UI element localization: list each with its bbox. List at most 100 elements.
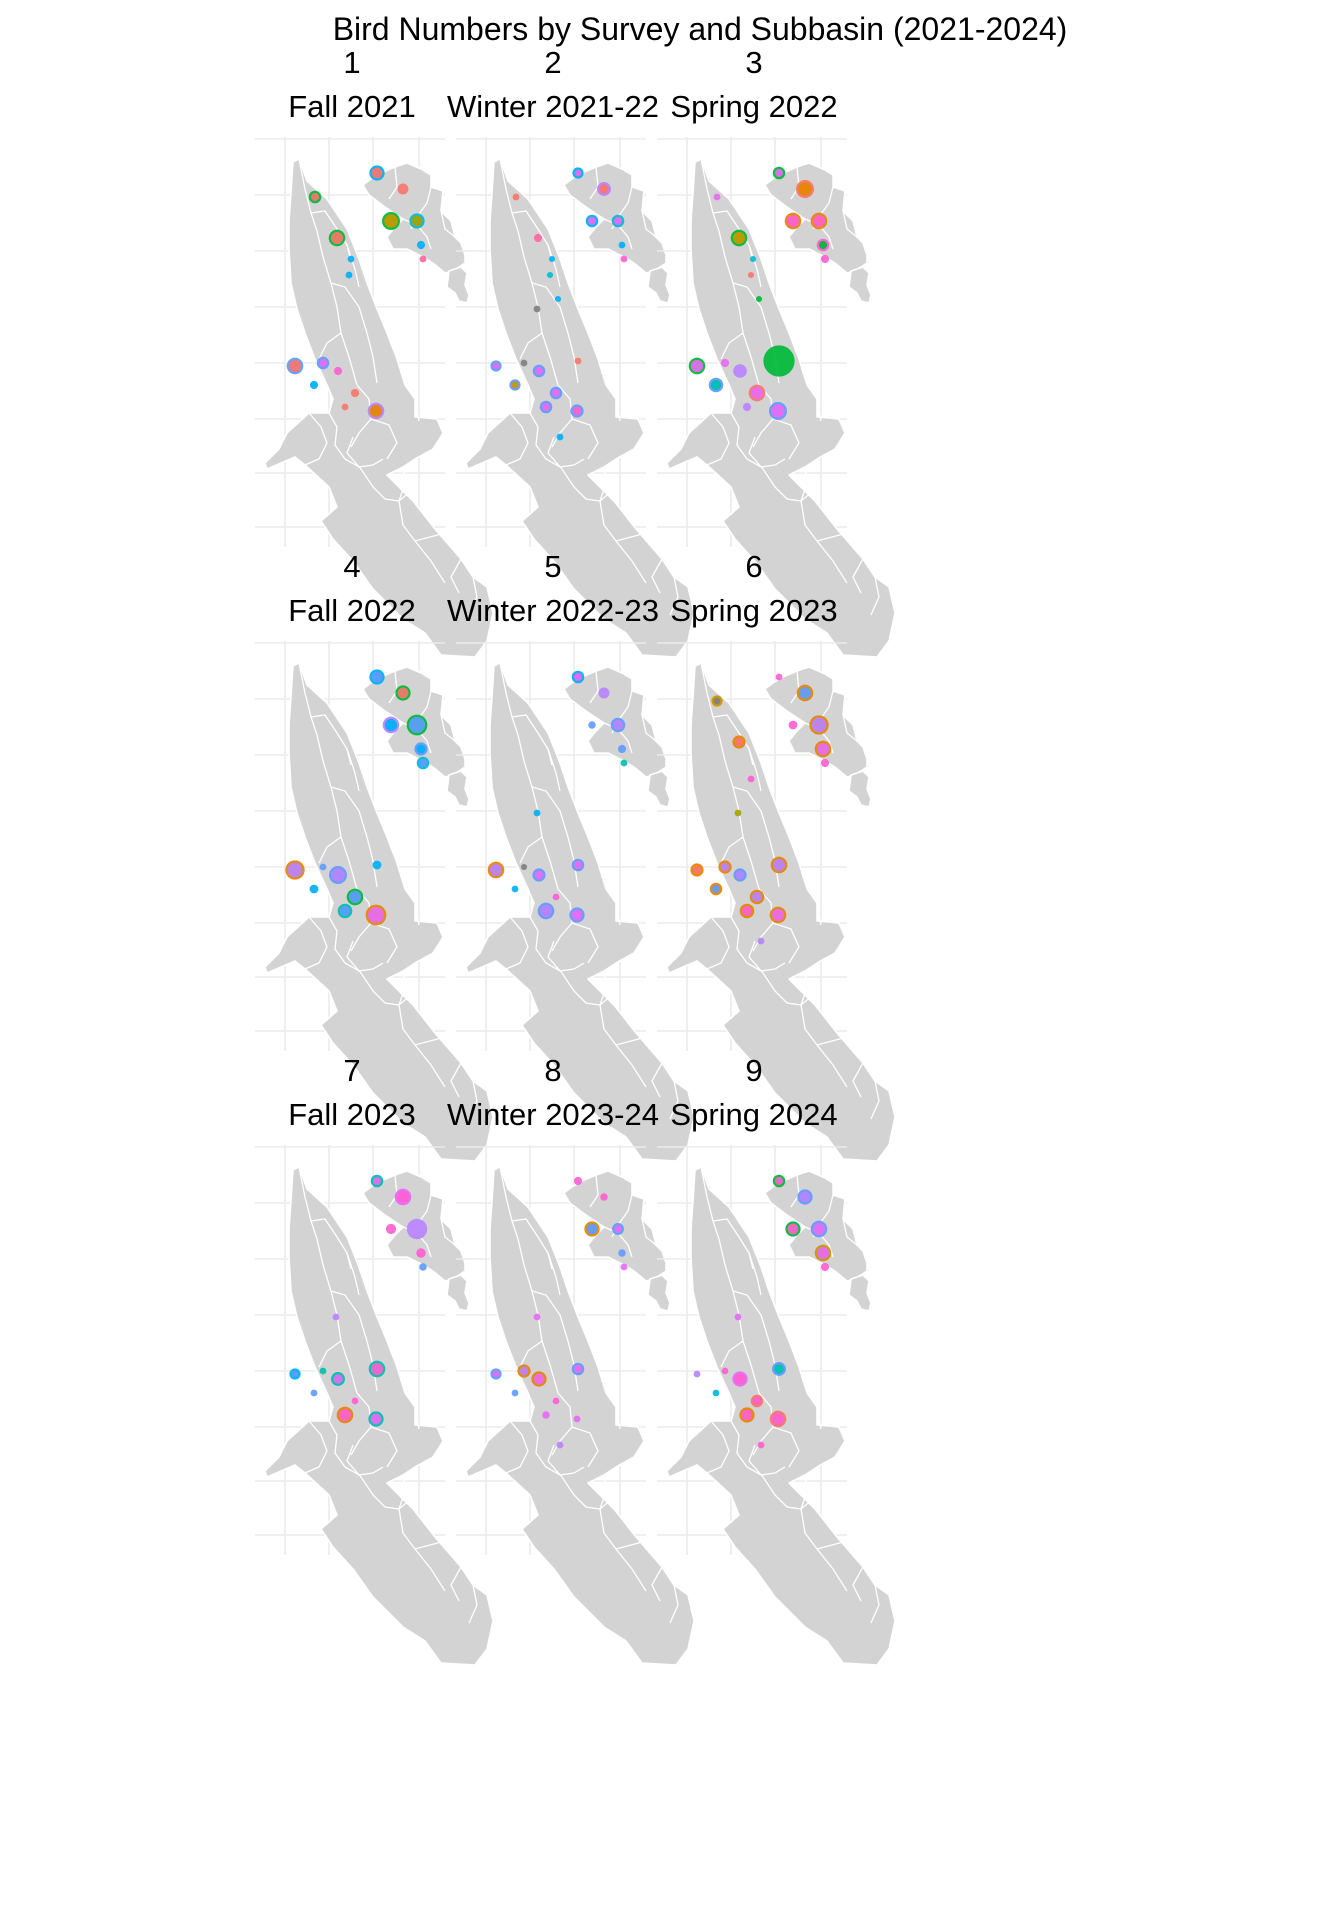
bird-count-point: [397, 183, 409, 195]
bird-count-point: [620, 1263, 628, 1271]
subbasin-boundary: [388, 166, 398, 200]
bird-count-point: [709, 882, 723, 896]
point-core: [693, 1370, 701, 1378]
point-core: [812, 214, 826, 228]
point-core: [418, 758, 428, 768]
bird-count-point: [617, 744, 627, 754]
subbasin-boundary: [816, 1540, 848, 1550]
point-core: [548, 255, 556, 263]
bird-count-point: [511, 1389, 519, 1397]
bird-count-point: [309, 380, 319, 390]
point-core: [711, 884, 721, 894]
subbasin-map: [666, 158, 896, 658]
subbasin-boundary: [669, 1080, 679, 1120]
subbasin-boundary: [328, 412, 384, 468]
facet-number-label: 2: [544, 45, 561, 80]
point-core: [587, 216, 597, 226]
subbasin-boundary: [529, 1420, 585, 1476]
point-core: [713, 697, 721, 705]
point-core: [734, 1373, 746, 1385]
subbasin-boundary: [800, 970, 808, 1006]
subbasin-boundary: [720, 836, 744, 864]
point-core: [710, 379, 722, 391]
point-core: [319, 1367, 327, 1375]
subbasin-boundary: [816, 1036, 848, 1046]
bird-count-point: [286, 357, 304, 375]
bird-count-point: [537, 902, 555, 920]
bird-count-point: [772, 166, 786, 180]
bird-count-point: [796, 684, 814, 702]
bird-count-point: [720, 358, 730, 368]
point-core: [599, 184, 609, 194]
point-core: [774, 1364, 784, 1374]
subbasin-boundary: [547, 1252, 561, 1296]
subbasin-boundary: [651, 1566, 663, 1602]
point-core: [733, 364, 747, 378]
bird-count-point: [332, 1313, 340, 1321]
point-core: [690, 359, 704, 373]
point-core: [556, 433, 564, 441]
subbasin-boundary: [370, 418, 398, 460]
subbasin-boundary: [730, 916, 786, 972]
subbasin-boundary: [440, 714, 456, 742]
bird-count-point: [569, 907, 585, 923]
facet-number-label: 6: [745, 549, 762, 584]
subbasin-boundary: [700, 158, 760, 386]
subbasin-boundary: [450, 558, 462, 594]
subbasin-boundary: [440, 1218, 456, 1246]
bird-count-point: [409, 213, 425, 229]
facet-season-label: Spring 2024: [670, 1097, 837, 1132]
point-core: [720, 358, 730, 368]
point-core: [617, 744, 627, 754]
bird-count-point: [814, 740, 832, 758]
point-core: [820, 254, 830, 264]
point-core: [533, 809, 541, 817]
point-core: [812, 1222, 826, 1236]
point-core: [345, 271, 353, 279]
point-core: [419, 255, 427, 263]
point-core: [742, 402, 752, 412]
subbasin-boundary: [571, 922, 599, 964]
point-core: [614, 1225, 622, 1233]
subbasin-boundary: [450, 1062, 462, 1098]
facet-number-label: 9: [745, 1053, 762, 1088]
facet-season-label: Fall 2022: [288, 593, 416, 628]
bird-count-point: [730, 229, 748, 247]
subbasin-boundary: [414, 398, 420, 422]
bird-count-point: [533, 233, 543, 243]
bird-count-point: [520, 863, 528, 871]
bird-count-point: [810, 1220, 828, 1238]
point-core: [734, 809, 742, 817]
bird-count-point: [365, 904, 387, 926]
bird-count-point: [598, 687, 610, 699]
facet-number-label: 1: [343, 45, 360, 80]
subbasin-boundary: [414, 1540, 446, 1550]
subbasin-boundary: [651, 558, 663, 594]
bird-count-point: [732, 735, 746, 749]
subbasin-boundary: [398, 970, 406, 1006]
subbasin-boundary: [304, 412, 328, 466]
point-core: [713, 193, 721, 201]
facet-panel-5: 5 Winter 2022-23: [447, 549, 695, 1162]
bird-count-point: [571, 1362, 585, 1376]
bird-count-point: [351, 1397, 359, 1405]
facet-number-label: 3: [745, 45, 762, 80]
subbasin-boundary: [571, 418, 599, 460]
facet-number-label: 4: [343, 549, 360, 584]
survey-points: [688, 166, 830, 420]
bird-count-point: [763, 345, 795, 377]
point-core: [574, 357, 582, 365]
subbasin-boundary: [529, 412, 585, 468]
point-core: [735, 870, 745, 880]
bird-count-point: [747, 775, 755, 783]
subbasin-boundary: [398, 466, 406, 502]
subbasin-boundary: [298, 158, 358, 386]
bird-count-point: [554, 295, 562, 303]
subbasin-boundary: [499, 158, 559, 386]
subbasin-boundary: [298, 1166, 358, 1394]
bird-count-point: [718, 860, 732, 874]
subbasin-boundary: [328, 916, 384, 972]
bird-count-point: [820, 254, 830, 264]
subbasin-boundary: [318, 836, 342, 864]
